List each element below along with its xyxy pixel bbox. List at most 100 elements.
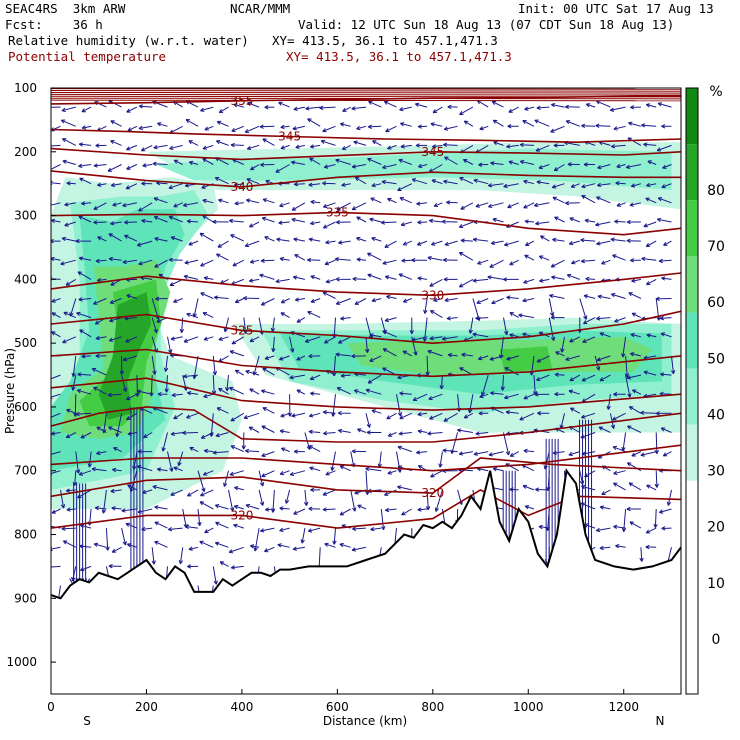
wind-arrow	[479, 125, 489, 131]
wind-arrow	[628, 292, 642, 299]
wind-arrow	[124, 220, 137, 225]
colorbar-label: 30	[707, 464, 725, 480]
wind-arrow	[51, 374, 61, 380]
wind-arrow	[325, 470, 336, 476]
wind-arrow	[613, 125, 626, 131]
wind-arrow	[457, 428, 473, 433]
wind-arrow	[472, 278, 489, 283]
wind-vector-layer	[51, 100, 676, 620]
wind-arrow	[585, 276, 596, 282]
wind-arrow	[609, 413, 616, 429]
wind-arrow	[613, 470, 626, 476]
wind-arrow	[291, 217, 306, 223]
wind-arrow	[427, 349, 443, 357]
wind-arrow	[192, 298, 199, 318]
wind-arrow	[279, 202, 290, 208]
wind-arrow	[584, 218, 596, 223]
wind-arrow	[296, 389, 306, 395]
wind-arrow	[246, 178, 260, 185]
wind-arrow	[351, 106, 367, 111]
wind-arrow	[261, 216, 275, 223]
wind-arrow	[500, 375, 505, 391]
wind-arrow	[244, 448, 260, 454]
wind-arrow	[121, 527, 127, 546]
wind-arrow	[161, 432, 168, 452]
wind-arrow	[472, 237, 489, 242]
wind-arrow	[262, 138, 275, 146]
wind-arrow	[335, 298, 351, 305]
wind-arrow	[380, 220, 397, 225]
theta-contour	[51, 128, 681, 144]
wind-arrow	[475, 431, 489, 436]
wind-arrow	[399, 412, 413, 420]
wind-arrow	[400, 144, 412, 149]
wind-arrow	[223, 317, 229, 333]
wind-arrow	[300, 528, 306, 544]
wind-arrow	[171, 392, 183, 398]
wind-arrow	[230, 142, 244, 148]
wind-arrow	[324, 259, 336, 266]
wind-arrow	[525, 240, 535, 246]
wind-arrow	[382, 348, 397, 357]
wind-arrow	[290, 160, 305, 165]
wind-arrow	[567, 162, 580, 167]
wind-arrow	[539, 278, 550, 283]
wind-arrow	[78, 297, 92, 302]
wind-arrow	[66, 507, 76, 512]
wind-arrow	[202, 470, 214, 476]
wind-arrow	[186, 312, 199, 319]
wind-arrow	[322, 221, 336, 229]
wind-arrow	[417, 429, 428, 434]
wind-arrow	[444, 240, 458, 246]
wind-arrow	[381, 179, 397, 185]
wind-arrow	[615, 181, 626, 186]
wind-arrow	[78, 215, 92, 223]
wind-arrow	[214, 177, 229, 185]
wind-arrow	[612, 412, 626, 421]
wind-arrow	[377, 451, 382, 468]
wind-arrow	[332, 528, 337, 545]
wind-arrow	[60, 259, 76, 266]
wind-arrow	[264, 105, 275, 110]
wind-arrow	[612, 445, 626, 453]
wind-arrow	[427, 431, 443, 436]
wind-arrow	[660, 372, 672, 377]
theta-contour-label: 345	[421, 145, 444, 159]
wind-arrow	[385, 125, 397, 133]
x-tick-label: 1000	[513, 700, 544, 714]
wind-arrow	[81, 201, 92, 206]
wind-arrow	[630, 183, 642, 188]
wind-arrow	[522, 484, 535, 491]
wind-arrow	[243, 412, 260, 420]
wind-arrow	[279, 506, 290, 511]
wind-arrow	[125, 336, 138, 343]
wind-arrow	[188, 140, 199, 146]
wind-arrow	[548, 317, 556, 341]
wind-arrow	[168, 183, 183, 190]
y-tick-label: 400	[14, 272, 37, 286]
wind-arrow	[645, 197, 657, 204]
wind-arrow	[151, 355, 157, 375]
wind-arrow	[383, 100, 397, 108]
wind-arrow	[444, 297, 458, 303]
wind-arrow	[163, 355, 169, 372]
wind-arrow	[183, 336, 199, 343]
terrain-line	[51, 468, 681, 600]
wind-arrow	[188, 160, 199, 166]
wind-arrow	[249, 164, 260, 171]
wind-arrow	[173, 466, 183, 472]
wind-arrow	[643, 370, 657, 376]
wind-arrow	[441, 336, 458, 341]
y-tick-label: 1000	[6, 655, 37, 669]
wind-arrow	[583, 317, 596, 325]
wind-arrow	[200, 432, 214, 439]
wind-arrow	[51, 312, 61, 319]
wind-arrow	[138, 202, 153, 212]
wind-arrow	[417, 163, 428, 169]
wind-arrow	[101, 489, 107, 514]
wind-arrow	[279, 527, 290, 532]
wind-arrow	[661, 183, 672, 189]
wind-arrow	[502, 277, 519, 282]
wind-arrow	[260, 162, 275, 168]
wind-arrow	[399, 122, 412, 127]
